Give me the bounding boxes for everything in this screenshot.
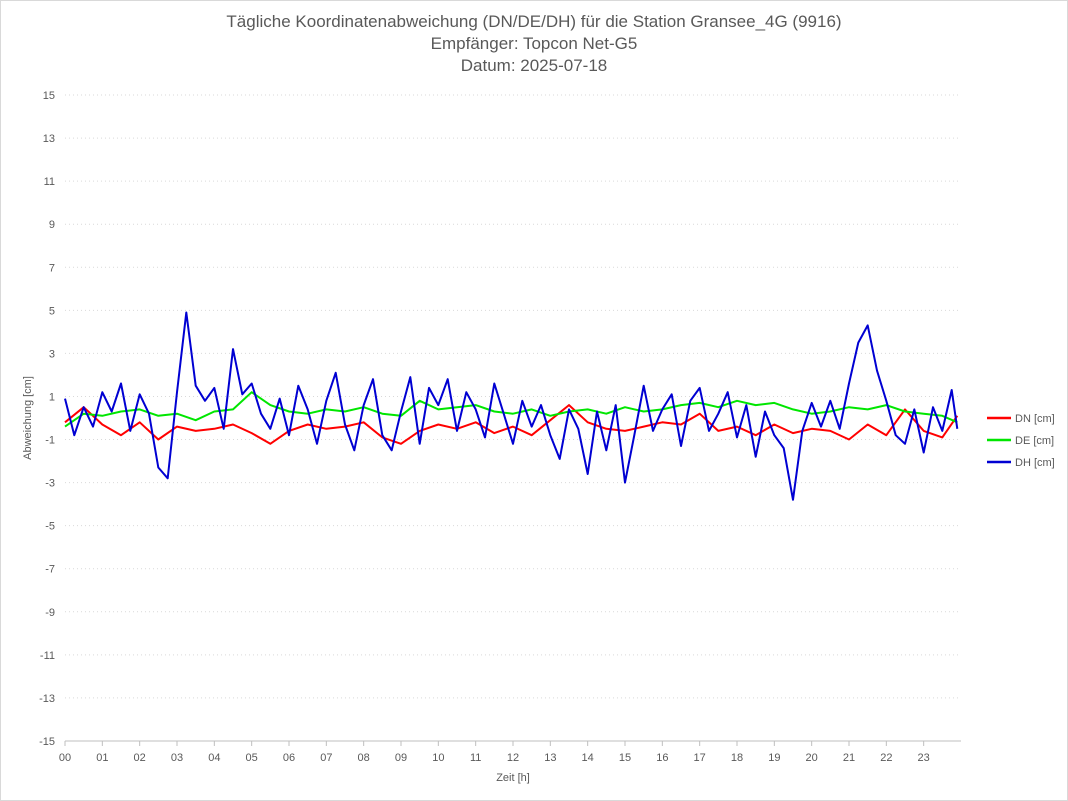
y-tick-label: 11 bbox=[44, 176, 55, 188]
x-axis-label: Zeit [h] bbox=[496, 772, 530, 784]
series-line-dn bbox=[64, 404, 959, 445]
x-tick-label: 21 bbox=[843, 752, 855, 764]
x-tick-label: 20 bbox=[806, 752, 818, 764]
series-line-de bbox=[64, 391, 958, 428]
y-axis-label: Abweichung [cm] bbox=[22, 376, 34, 460]
x-tick-label: 06 bbox=[283, 752, 295, 764]
x-tick-label: 03 bbox=[171, 752, 183, 764]
y-tick-label: 9 bbox=[49, 219, 55, 231]
chart-subtitle: Empfänger: Topcon Net-G5 bbox=[430, 34, 638, 53]
x-tick-label: 23 bbox=[918, 752, 930, 764]
legend: DN [cm] DE [cm] DH [cm] bbox=[987, 413, 1055, 469]
y-tick-label: 15 bbox=[43, 90, 55, 102]
x-tick-label: 11 bbox=[470, 752, 481, 764]
y-tick-label: -11 bbox=[40, 650, 55, 662]
x-tick-label: 17 bbox=[694, 752, 706, 764]
x-tick-label: 01 bbox=[96, 752, 108, 764]
x-tick-label: 05 bbox=[246, 752, 258, 764]
x-tick-label: 15 bbox=[619, 752, 631, 764]
x-tick-label: 13 bbox=[544, 752, 556, 764]
x-tick-label: 07 bbox=[320, 752, 332, 764]
chart-date: Datum: 2025-07-18 bbox=[460, 56, 608, 75]
chart-title: Tägliche Koordinatenabweichung (DN/DE/DH… bbox=[226, 12, 842, 31]
x-tick-label: 09 bbox=[395, 752, 407, 764]
y-tick-label: 7 bbox=[49, 262, 55, 274]
x-tick-label: 14 bbox=[582, 752, 594, 764]
x-axis-ticks: 00 01 02 03 04 05 06 07 08 09 10 11 12 13 14 15 16 17 18 19… bbox=[59, 740, 961, 764]
y-tick-label: -5 bbox=[45, 521, 55, 533]
series-group bbox=[64, 311, 959, 501]
x-tick-label: 04 bbox=[208, 752, 220, 764]
x-tick-label: 18 bbox=[731, 752, 743, 764]
y-tick-label: -9 bbox=[45, 607, 55, 619]
chart-title-block: Tägliche Koordinatenabweichung (DN/DE/DH… bbox=[1, 11, 1067, 77]
x-tick-label: 12 bbox=[507, 752, 519, 764]
y-tick-label: -7 bbox=[45, 564, 55, 576]
y-tick-label: -3 bbox=[45, 478, 55, 490]
y-tick-label: 3 bbox=[49, 348, 55, 360]
x-tick-label: 16 bbox=[656, 752, 668, 764]
x-tick-label: 19 bbox=[768, 752, 780, 764]
series-line-dh bbox=[64, 311, 959, 501]
y-tick-label: 1 bbox=[49, 391, 55, 403]
y-axis-ticks: 15 13 11 9 7 5 3 1 -1 -3 -5 -7 -9 -11 -13 -15 bbox=[39, 90, 55, 748]
y-tick-label: -13 bbox=[39, 693, 55, 705]
y-tick-label: -1 bbox=[45, 435, 55, 447]
x-tick-label: 02 bbox=[134, 752, 146, 764]
y-tick-label: -15 bbox=[39, 736, 55, 748]
legend-label: DN [cm] bbox=[1015, 413, 1055, 425]
x-tick-label: 00 bbox=[59, 752, 71, 764]
x-tick-label: 10 bbox=[432, 752, 444, 764]
x-tick-label: 22 bbox=[880, 752, 892, 764]
y-tick-label: 5 bbox=[49, 305, 55, 317]
y-tick-label: 13 bbox=[43, 133, 55, 145]
legend-label: DH [cm] bbox=[1015, 457, 1055, 469]
x-tick-label: 08 bbox=[358, 752, 370, 764]
legend-label: DE [cm] bbox=[1015, 435, 1054, 447]
